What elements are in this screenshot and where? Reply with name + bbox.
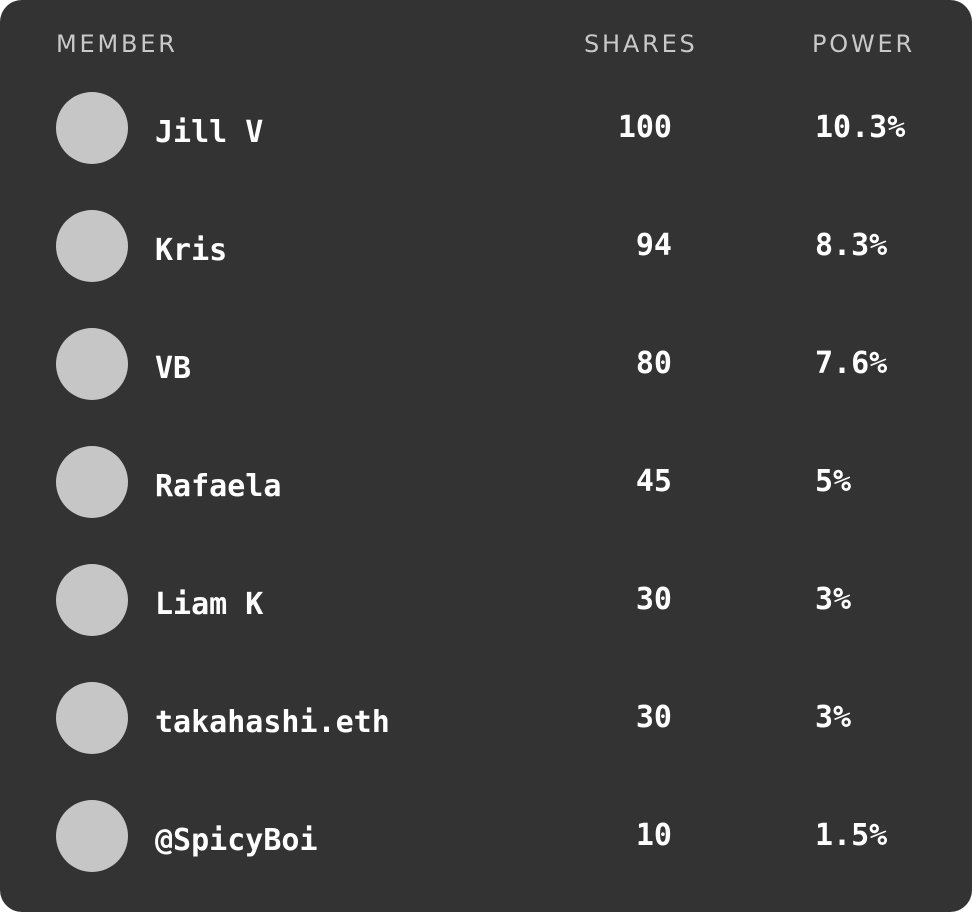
avatar[interactable] xyxy=(56,210,128,282)
member-row[interactable]: VB 80 7.6% xyxy=(0,328,972,446)
member-name[interactable]: Kris xyxy=(155,233,228,268)
member-row[interactable]: Kris 94 8.3% xyxy=(0,210,972,328)
member-row[interactable]: Liam K 30 3% xyxy=(0,564,972,682)
member-power: 3% xyxy=(815,700,852,735)
member-shares: 30 xyxy=(635,700,672,735)
column-header-power[interactable]: POWER xyxy=(812,30,915,58)
member-list: Jill V 100 10.3% Kris 94 8.3% VB 80 7.6%… xyxy=(0,92,972,912)
member-power: 1.5% xyxy=(815,818,888,853)
member-shares: 10 xyxy=(635,818,672,853)
member-power: 5% xyxy=(815,464,852,499)
member-shares: 94 xyxy=(635,228,672,263)
member-name[interactable]: @SpicyBoi xyxy=(155,823,318,858)
column-header-member[interactable]: MEMBER xyxy=(56,30,178,58)
member-row[interactable]: Jill V 100 10.3% xyxy=(0,92,972,210)
avatar[interactable] xyxy=(56,564,128,636)
column-header-shares[interactable]: SHARES xyxy=(584,30,698,58)
member-shares: 30 xyxy=(635,582,672,617)
member-power: 10.3% xyxy=(815,110,906,145)
table-header: MEMBER SHARES POWER xyxy=(0,30,972,58)
member-shares: 100 xyxy=(617,110,672,145)
member-power: 8.3% xyxy=(815,228,888,263)
member-shares: 80 xyxy=(635,346,672,381)
avatar[interactable] xyxy=(56,682,128,754)
member-shares: 45 xyxy=(635,464,672,499)
member-name[interactable]: takahashi.eth xyxy=(155,705,390,740)
avatar[interactable] xyxy=(56,446,128,518)
member-power: 7.6% xyxy=(815,346,888,381)
member-row[interactable]: takahashi.eth 30 3% xyxy=(0,682,972,800)
member-power: 3% xyxy=(815,582,852,617)
member-name[interactable]: Rafaela xyxy=(155,469,282,504)
member-name[interactable]: Liam K xyxy=(155,587,264,622)
member-name[interactable]: VB xyxy=(155,351,192,386)
member-row[interactable]: @SpicyBoi 10 1.5% xyxy=(0,800,972,912)
avatar[interactable] xyxy=(56,328,128,400)
member-name[interactable]: Jill V xyxy=(155,115,264,150)
avatar[interactable] xyxy=(56,800,128,872)
avatar[interactable] xyxy=(56,92,128,164)
member-row[interactable]: Rafaela 45 5% xyxy=(0,446,972,564)
